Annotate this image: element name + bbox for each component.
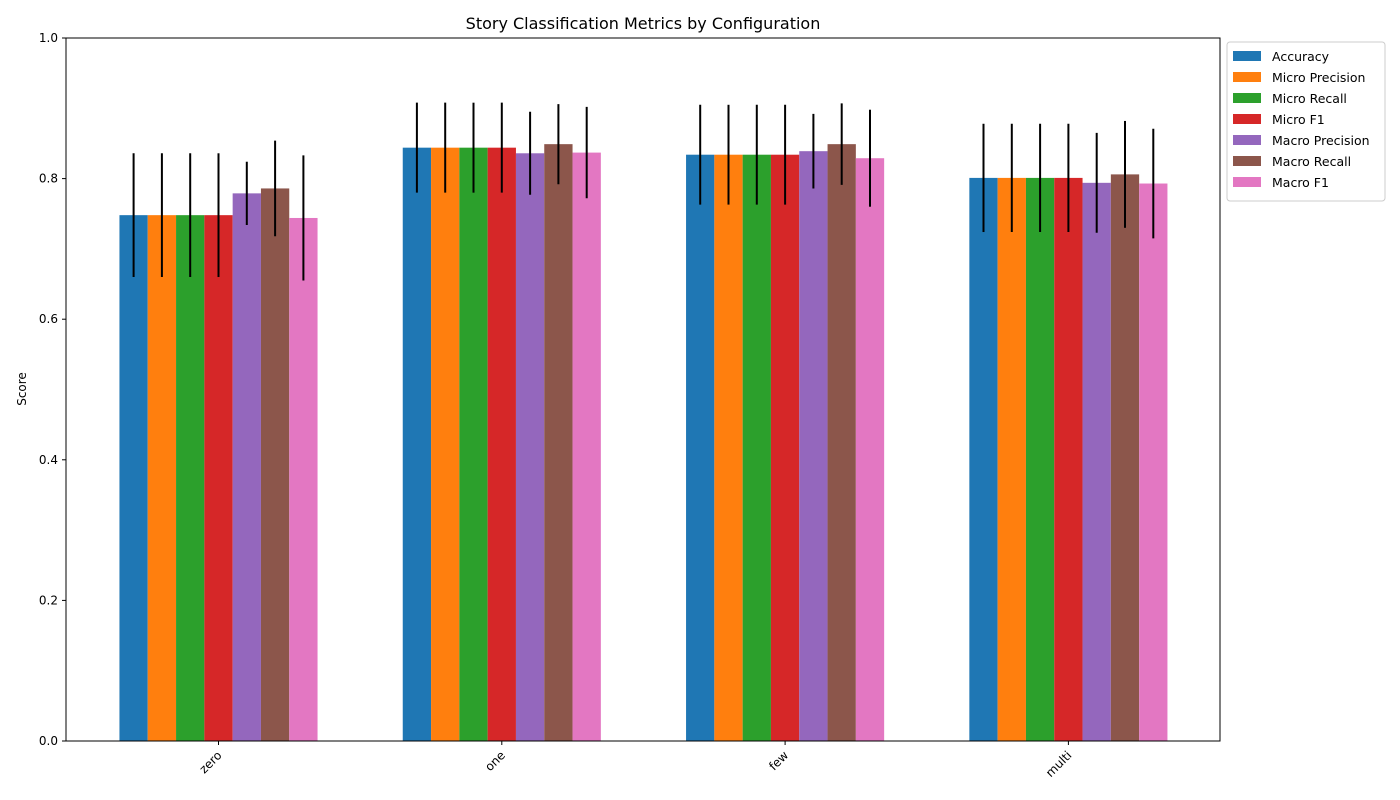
y-tick-label: 0.0 xyxy=(39,734,58,748)
legend: Accuracy Micro Precision Micro Recall Micro… xyxy=(1226,41,1386,202)
bar xyxy=(969,177,998,741)
x-tick-label: multi xyxy=(1043,748,1075,780)
bar xyxy=(1054,177,1083,741)
bar xyxy=(232,193,261,742)
bar xyxy=(572,152,601,742)
chart-title: Story Classification Metrics by Configur… xyxy=(466,14,821,33)
bar xyxy=(799,151,828,741)
bar xyxy=(742,154,771,741)
y-tick-label: 0.8 xyxy=(39,172,58,186)
legend-label: Macro Recall xyxy=(1272,154,1351,169)
bar xyxy=(1139,183,1168,741)
bar xyxy=(1110,174,1140,741)
legend-swatch xyxy=(1233,156,1261,166)
bar xyxy=(204,215,233,741)
bar xyxy=(855,158,885,741)
bar xyxy=(544,144,573,741)
y-tick-label: 0.6 xyxy=(39,312,58,326)
y-axis-label: Score xyxy=(15,372,29,406)
legend-label: Accuracy xyxy=(1272,49,1330,64)
bar xyxy=(515,153,545,742)
bar xyxy=(289,217,318,742)
legend-frame xyxy=(1226,41,1386,202)
bar-layer xyxy=(119,144,1168,742)
bar xyxy=(459,147,488,742)
legend-swatch xyxy=(1233,93,1261,103)
legend-label: Macro Precision xyxy=(1272,133,1370,148)
bar xyxy=(260,188,290,741)
legend-label: Micro Precision xyxy=(1272,70,1365,85)
bar xyxy=(487,147,516,742)
plot-frame xyxy=(65,37,1221,742)
legend-label: Micro F1 xyxy=(1272,112,1325,127)
y-tick-label: 0.4 xyxy=(39,453,58,467)
x-tick-label: few xyxy=(766,748,791,773)
bar xyxy=(402,147,432,742)
bar xyxy=(827,144,856,741)
bar xyxy=(176,215,205,741)
bar xyxy=(147,215,177,741)
legend-label: Micro Recall xyxy=(1272,91,1347,106)
legend-swatch xyxy=(1233,114,1261,124)
y-tick-label: 0.2 xyxy=(39,593,58,607)
legend-swatch xyxy=(1233,135,1261,145)
y-axis-ticks: 0.0 0.2 0.4 0.6 0.8 1.0 xyxy=(39,31,66,748)
x-tick-label: one xyxy=(482,748,508,774)
legend-label: Macro F1 xyxy=(1272,175,1329,190)
legend-swatch xyxy=(1233,51,1261,61)
error-bar-layer xyxy=(132,102,1155,281)
legend-swatch xyxy=(1233,177,1261,187)
x-tick-label: zero xyxy=(197,748,225,776)
bar xyxy=(770,154,800,741)
bar xyxy=(431,147,460,742)
bar xyxy=(686,154,715,741)
y-tick-label: 1.0 xyxy=(39,31,58,45)
bar xyxy=(714,154,743,741)
x-axis-ticks: zero one few multi xyxy=(197,741,1075,780)
legend-swatch xyxy=(1233,72,1261,82)
bar xyxy=(1082,182,1111,741)
bar xyxy=(119,215,148,741)
bar xyxy=(997,177,1026,741)
bar xyxy=(1025,177,1055,741)
